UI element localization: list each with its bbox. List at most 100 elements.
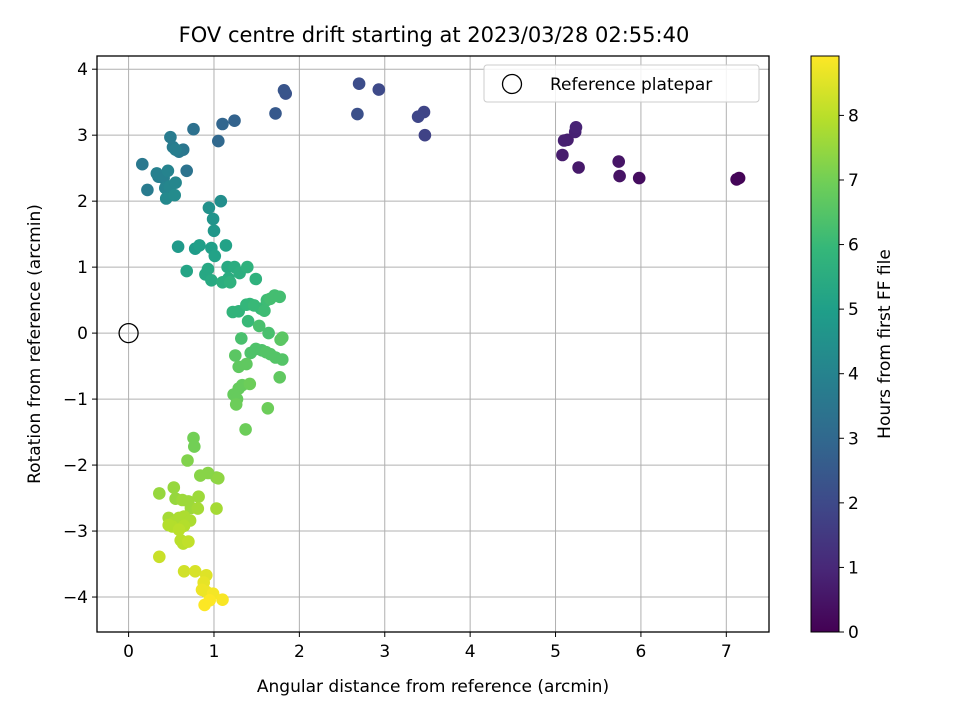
data-point bbox=[191, 502, 205, 515]
y-tick-label: 3 bbox=[77, 126, 88, 146]
data-point bbox=[202, 201, 216, 215]
legend-box bbox=[483, 64, 760, 103]
x-axis-label: Angular distance from reference (arcmin) bbox=[257, 677, 609, 697]
data-point bbox=[207, 224, 221, 238]
data-point bbox=[249, 272, 263, 286]
legend-label-reference: Reference platepar bbox=[550, 75, 712, 95]
data-point bbox=[219, 239, 233, 252]
data-point bbox=[352, 77, 366, 90]
y-tick-label: 0 bbox=[77, 324, 88, 344]
data-point bbox=[216, 117, 229, 131]
data-point bbox=[153, 550, 166, 564]
data-point bbox=[252, 319, 266, 333]
data-point bbox=[169, 176, 182, 189]
data-point bbox=[141, 183, 154, 197]
x-tick-label: 4 bbox=[465, 642, 476, 662]
data-point bbox=[262, 326, 275, 340]
data-point bbox=[193, 239, 206, 252]
y-tick-label: 1 bbox=[77, 258, 88, 278]
gridlines bbox=[97, 56, 769, 632]
data-point bbox=[273, 371, 287, 384]
data-point bbox=[229, 349, 242, 362]
scatter-points bbox=[118, 77, 746, 612]
chart-title: FOV centre drift starting at 2023/03/28 … bbox=[179, 23, 690, 47]
colorbar-tick-label: 5 bbox=[848, 300, 859, 320]
data-point bbox=[203, 594, 216, 607]
data-point bbox=[258, 304, 271, 318]
data-point bbox=[241, 314, 255, 328]
data-point bbox=[372, 83, 386, 96]
data-point bbox=[351, 107, 364, 121]
data-point bbox=[153, 487, 166, 500]
data-point bbox=[276, 331, 289, 345]
data-point bbox=[206, 212, 220, 226]
data-point bbox=[212, 134, 225, 148]
colorbar-tick-label: 0 bbox=[848, 623, 859, 643]
data-point bbox=[223, 276, 237, 289]
data-point bbox=[273, 290, 287, 304]
x-tick-label: 6 bbox=[636, 642, 647, 662]
data-point bbox=[613, 169, 626, 183]
reference-platepar-point bbox=[118, 322, 139, 344]
x-tick-label: 7 bbox=[721, 642, 732, 662]
data-point bbox=[168, 188, 181, 202]
data-point bbox=[276, 353, 289, 366]
data-point bbox=[172, 523, 186, 536]
legend: Reference platepar bbox=[483, 64, 760, 103]
colorbar-tick-label: 7 bbox=[848, 171, 859, 191]
y-tick-label: 4 bbox=[77, 60, 88, 80]
data-point bbox=[214, 194, 228, 208]
data-point bbox=[177, 565, 191, 578]
data-point bbox=[241, 260, 254, 274]
data-point bbox=[229, 398, 243, 411]
data-point bbox=[243, 377, 257, 391]
data-point bbox=[171, 240, 185, 253]
data-point bbox=[418, 128, 432, 142]
data-point bbox=[188, 440, 201, 453]
data-point bbox=[169, 143, 182, 156]
data-point bbox=[205, 274, 218, 287]
data-point bbox=[569, 121, 583, 134]
x-tick-label: 1 bbox=[209, 642, 220, 662]
data-point bbox=[192, 490, 205, 504]
data-point bbox=[572, 161, 585, 174]
data-point bbox=[181, 454, 194, 467]
y-tick-label: 2 bbox=[77, 192, 88, 212]
data-point bbox=[556, 148, 569, 162]
plot-frame bbox=[96, 55, 770, 633]
data-point bbox=[180, 164, 193, 178]
data-point bbox=[212, 472, 225, 485]
x-tick-label: 3 bbox=[379, 642, 390, 662]
data-point bbox=[632, 171, 646, 185]
legend-marker-reference bbox=[501, 73, 523, 95]
colorbar-tick-label: 1 bbox=[848, 558, 859, 578]
data-point bbox=[240, 357, 253, 371]
data-point bbox=[557, 134, 571, 147]
colorbar bbox=[810, 55, 840, 633]
x-tick-label: 5 bbox=[550, 642, 561, 662]
data-point bbox=[411, 110, 425, 123]
data-point bbox=[216, 593, 229, 606]
data-point bbox=[136, 157, 149, 171]
colorbar-ticks: 0 1 2 3 4 5 6 7 8 bbox=[839, 106, 859, 643]
colorbar-tick-label: 4 bbox=[848, 365, 859, 385]
y-tick-label: −4 bbox=[63, 588, 88, 608]
y-axis-label: Rotation from reference (arcmin) bbox=[25, 204, 45, 484]
data-point bbox=[730, 173, 743, 186]
x-tick-label: 0 bbox=[123, 642, 134, 662]
y-tick-label: −3 bbox=[63, 522, 88, 542]
data-point bbox=[180, 264, 193, 278]
data-point bbox=[269, 107, 282, 120]
data-point bbox=[612, 155, 625, 168]
data-point bbox=[164, 130, 177, 144]
y-tick-label: −2 bbox=[63, 456, 88, 476]
data-point bbox=[162, 518, 175, 532]
data-point bbox=[210, 502, 223, 515]
data-point bbox=[188, 565, 202, 578]
data-point bbox=[182, 535, 195, 548]
x-axis-ticks: 0 1 2 3 4 5 6 7 bbox=[123, 632, 732, 662]
data-point bbox=[187, 122, 200, 136]
colorbar-label: Hours from first FF file bbox=[875, 249, 895, 439]
colorbar-tick-label: 2 bbox=[848, 494, 859, 514]
